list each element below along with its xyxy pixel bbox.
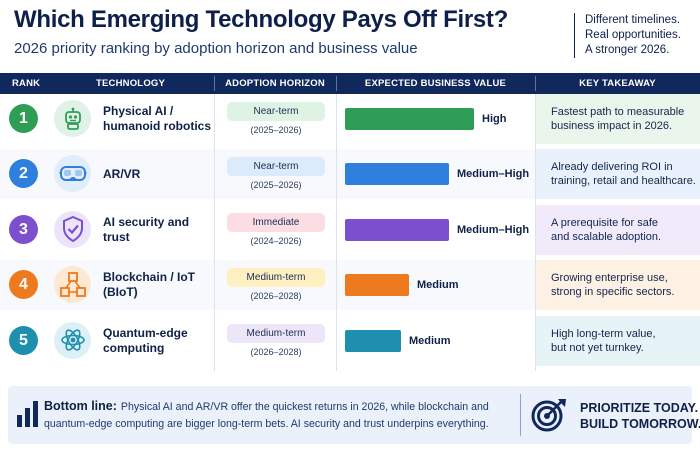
bottom-line-body: Physical AI and AR/VR offer the quickest… xyxy=(44,401,489,430)
blockchain-cubes-icon xyxy=(54,266,91,304)
rank-badge: 4 xyxy=(9,270,38,300)
value-label: Medium–High xyxy=(457,168,530,181)
tagline-line: Different timelines. xyxy=(585,14,681,26)
horizon-years: (2025–2026) xyxy=(250,180,302,191)
column-divider xyxy=(535,94,536,371)
atom-icon xyxy=(54,321,91,359)
table-row: 4 Blockchain / IoT (BIoT) Medium-term (2026… xyxy=(0,260,700,311)
takeaway-text: Growing enterprise use, strong in specif… xyxy=(551,272,675,299)
header-divider xyxy=(535,76,536,91)
key-takeaway: Already delivering ROI in training, reta… xyxy=(535,149,700,200)
technology-label: Blockchain / IoT (BIoT) xyxy=(103,270,196,300)
page-title: Which Emerging Technology Pays Off First… xyxy=(14,6,508,33)
column-divider xyxy=(214,94,215,371)
technology-name: Blockchain / IoT (BIoT) xyxy=(103,260,213,310)
page-subtitle: 2026 priority ranking by adoption horizo… xyxy=(14,40,418,57)
header-divider xyxy=(214,76,215,91)
value-bar xyxy=(345,218,449,241)
takeaway-text: Fastest path to measurable business impa… xyxy=(551,106,685,132)
rank-badge: 1 xyxy=(9,104,38,133)
horizon-years: (2026–2028) xyxy=(250,291,302,302)
value-label: Medium xyxy=(409,334,451,347)
value-bar xyxy=(345,329,401,352)
rank-badge: 5 xyxy=(9,325,38,355)
table-row: 5 Quantum-edge computing Medium-term (2026–… xyxy=(0,315,700,366)
target-arrow-icon xyxy=(531,399,566,432)
technology-name: AR/VR xyxy=(103,149,213,199)
horizon-pill: Near-term xyxy=(227,157,325,177)
value-label: High xyxy=(482,113,507,125)
call-to-action: PRIORITIZE TODAY. BUILD TOMORROW. xyxy=(580,400,700,432)
table-header: RANK TECHNOLOGY ADOPTION HORIZON EXPECTE… xyxy=(0,73,700,94)
value-bar xyxy=(345,108,474,130)
horizon-pill: Medium-term xyxy=(227,323,325,343)
technology-name: AI security and trust xyxy=(103,205,213,255)
column-header-horizon: ADOPTION HORIZON xyxy=(225,78,325,89)
key-takeaway: A prerequisite for safe and scalable ado… xyxy=(535,204,700,255)
bar-chart-icon xyxy=(17,401,38,427)
horizon-years: (2024–2026) xyxy=(250,235,302,246)
technology-label: Physical AI / humanoid robotics xyxy=(103,104,211,133)
horizon-pill: Immediate xyxy=(227,212,325,232)
bottom-line-panel: Bottom line: Physical AI and AR/VR offer … xyxy=(8,386,700,444)
value-bar xyxy=(345,274,409,297)
key-takeaway: High long-term value, but not yet turnke… xyxy=(535,315,700,366)
horizon-years: (2026–2028) xyxy=(250,346,302,357)
bottom-line-lead: Bottom line: xyxy=(44,399,117,413)
bottom-line-text: Bottom line: Physical AI and AR/VR offer … xyxy=(44,398,514,433)
key-takeaway: Fastest path to measurable business impa… xyxy=(535,94,700,144)
table-row: 2 AR/VR Near-term (2025–2026) Medium–High Alr… xyxy=(0,149,700,200)
technology-name: Quantum-edge computing xyxy=(103,316,213,366)
column-header-rank: RANK xyxy=(12,78,41,89)
vr-headset-icon xyxy=(54,155,91,193)
technology-label: AR/VR xyxy=(103,166,141,181)
rank-badge: 3 xyxy=(9,214,38,244)
key-takeaway: Growing enterprise use, strong in specif… xyxy=(535,260,700,311)
technology-label: Quantum-edge computing xyxy=(103,325,188,355)
rank-badge: 2 xyxy=(9,159,38,189)
cta-line: PRIORITIZE TODAY. xyxy=(580,401,699,415)
shield-check-icon xyxy=(54,210,91,248)
tagline-line: Real opportunities. xyxy=(585,29,681,41)
takeaway-text: Already delivering ROI in training, reta… xyxy=(551,161,696,188)
value-label: Medium–High xyxy=(457,223,530,236)
technology-label: AI security and trust xyxy=(103,214,190,244)
header-divider xyxy=(336,76,337,91)
value-bar xyxy=(345,163,449,186)
tagline-line: A stronger 2026. xyxy=(585,44,670,56)
value-label: Medium xyxy=(417,279,459,292)
tagline: Different timelines. Real opportunities.… xyxy=(574,13,694,58)
cta-line: BUILD TOMORROW. xyxy=(580,417,700,431)
column-header-value: EXPECTED BUSINESS VALUE xyxy=(364,78,507,89)
robot-icon xyxy=(54,100,91,137)
horizon-pill: Near-term xyxy=(227,102,325,121)
column-header-takeaway: KEY TAKEAWAY xyxy=(579,78,656,89)
table-row: 1 Physical AI / humanoid robotics Near-ter… xyxy=(0,94,700,144)
header: Which Emerging Technology Pays Off First… xyxy=(0,0,700,70)
table-row: 3 AI security and trust Immediate (2024–202… xyxy=(0,204,700,255)
column-header-technology: TECHNOLOGY xyxy=(96,78,166,89)
column-divider xyxy=(336,94,337,371)
footer-divider xyxy=(520,394,521,436)
horizon-years: (2025–2026) xyxy=(250,125,302,135)
technology-name: Physical AI / humanoid robotics xyxy=(103,94,213,144)
takeaway-text: High long-term value, but not yet turnke… xyxy=(551,327,656,354)
horizon-pill: Medium-term xyxy=(227,268,325,288)
takeaway-text: A prerequisite for safe and scalable ado… xyxy=(551,216,662,243)
